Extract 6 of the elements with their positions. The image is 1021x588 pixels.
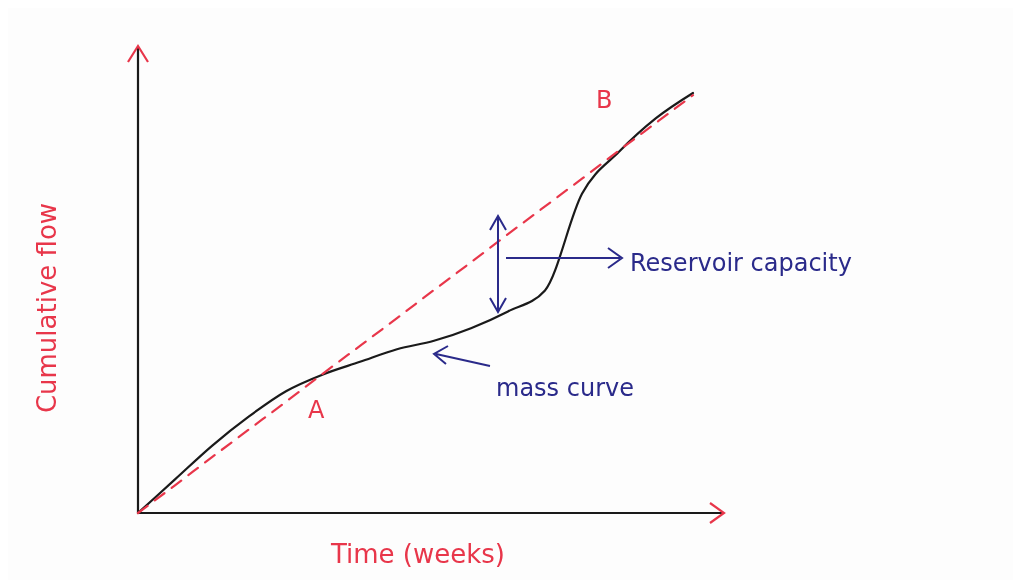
annotation: A: [308, 396, 325, 424]
y-axis-title: Cumulative flow: [32, 202, 62, 414]
annotation: B: [596, 86, 613, 114]
annotation: Reservoir capacity: [630, 249, 852, 277]
x-axis-title: Time (weeks): [329, 539, 506, 569]
annotation: mass curve: [496, 374, 634, 402]
